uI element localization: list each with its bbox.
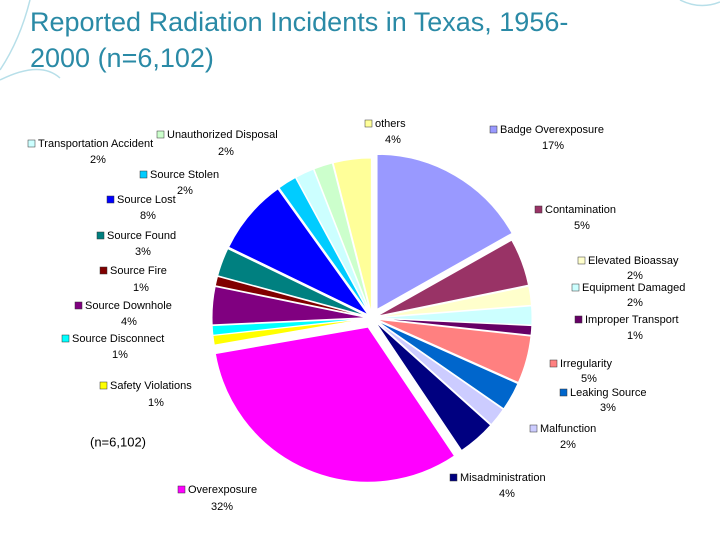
pie-slice — [376, 318, 532, 384]
pie-slice — [374, 321, 492, 452]
slice-label: Badge Overexposure — [500, 124, 604, 136]
slice-value-label: 3% — [135, 246, 151, 258]
pie-slice — [295, 168, 371, 314]
slice-label: Unauthorized Disposal — [167, 129, 278, 141]
pie-slice — [376, 239, 530, 317]
decoration — [679, 0, 720, 7]
pie-slice — [278, 176, 370, 315]
legend-swatch — [27, 139, 36, 148]
slice-value-label: 1% — [133, 282, 149, 294]
slice-value-label: 4% — [385, 134, 401, 146]
slice-label: Source Downhole — [85, 300, 172, 312]
slice-label: Source Fire — [110, 265, 167, 277]
slice-value-label: 8% — [140, 210, 156, 222]
legend-swatch — [139, 170, 148, 179]
slice-label: Elevated Bioassay — [588, 255, 679, 267]
slice-value-label: 5% — [581, 373, 597, 385]
legend-swatch — [577, 256, 586, 265]
slice-label: Irregularity — [560, 358, 612, 370]
pie-slice — [332, 157, 372, 314]
pie-slice — [376, 317, 533, 336]
pie-slice — [313, 162, 371, 314]
slice-label: Equipment Damaged — [582, 282, 685, 294]
slice-value-label: 2% — [627, 297, 643, 309]
slice-value-label: 2% — [560, 439, 576, 451]
pie-slice — [214, 326, 456, 483]
chart-title: Reported Radiation Incidents in Texas, 1… — [30, 7, 569, 73]
legend-swatch — [449, 473, 458, 482]
decoration — [0, 68, 61, 81]
legend-swatch — [156, 130, 165, 139]
slice-value-label: 17% — [542, 140, 564, 152]
slice-label: Source Stolen — [150, 169, 219, 181]
pie-slice — [214, 275, 368, 318]
slice-value-label: 1% — [148, 397, 164, 409]
slice-value-label: 3% — [600, 402, 616, 414]
slice-label: Misadministration — [460, 472, 546, 484]
legend-swatch — [534, 205, 543, 214]
slice-value-label: 1% — [627, 330, 643, 342]
slice-value-label: 2% — [90, 154, 106, 166]
slice-label: Leaking Source — [570, 387, 646, 399]
slice-label: Malfunction — [540, 423, 596, 435]
slice-label: Overexposure — [188, 484, 257, 496]
slice-label: Transportation Accident — [38, 138, 153, 150]
pie-slice — [217, 248, 368, 317]
slice-value-label: 2% — [177, 185, 193, 197]
slice-label: Safety Violations — [110, 380, 192, 392]
slice-label: Source Disconnect — [72, 333, 164, 345]
pie-slice — [228, 188, 369, 316]
legend-swatch — [549, 359, 558, 368]
slice-label: Improper Transport — [585, 314, 679, 326]
slice-value-label: 1% — [112, 349, 128, 361]
slice-value-label: 4% — [499, 488, 515, 500]
slice-label: Source Found — [107, 230, 176, 242]
slice-value-label: 2% — [627, 270, 643, 282]
pie-slice — [376, 285, 533, 318]
slice-value-label: 5% — [574, 220, 590, 232]
pie-slice — [375, 320, 504, 426]
slice-value-label: 4% — [121, 316, 137, 328]
slice-label: others — [375, 118, 406, 130]
legend-swatch — [177, 485, 186, 494]
legend-swatch — [99, 266, 108, 275]
legend-swatch — [61, 334, 70, 343]
legend-swatch — [571, 283, 580, 292]
legend-swatch — [489, 125, 498, 134]
slice-label: Contamination — [545, 204, 616, 216]
legend-swatch — [364, 119, 373, 128]
legend-swatch — [74, 301, 83, 310]
legend-swatch — [96, 231, 105, 240]
pie-slice — [376, 153, 513, 311]
slice-label: Source Lost — [117, 194, 176, 206]
slice-value-label: 2% — [218, 146, 234, 158]
pie-slice — [211, 285, 368, 326]
legend-swatch — [529, 424, 538, 433]
pie-slice — [211, 317, 368, 336]
slice-value-label: 32% — [211, 501, 233, 513]
legend-swatch — [574, 315, 583, 324]
legend-swatch — [99, 381, 108, 390]
legend-swatch — [559, 388, 568, 397]
annotation: (n=6,102) — [90, 434, 146, 449]
pie-slice — [376, 319, 519, 410]
decoration — [0, 0, 31, 71]
legend-swatch — [106, 195, 115, 204]
